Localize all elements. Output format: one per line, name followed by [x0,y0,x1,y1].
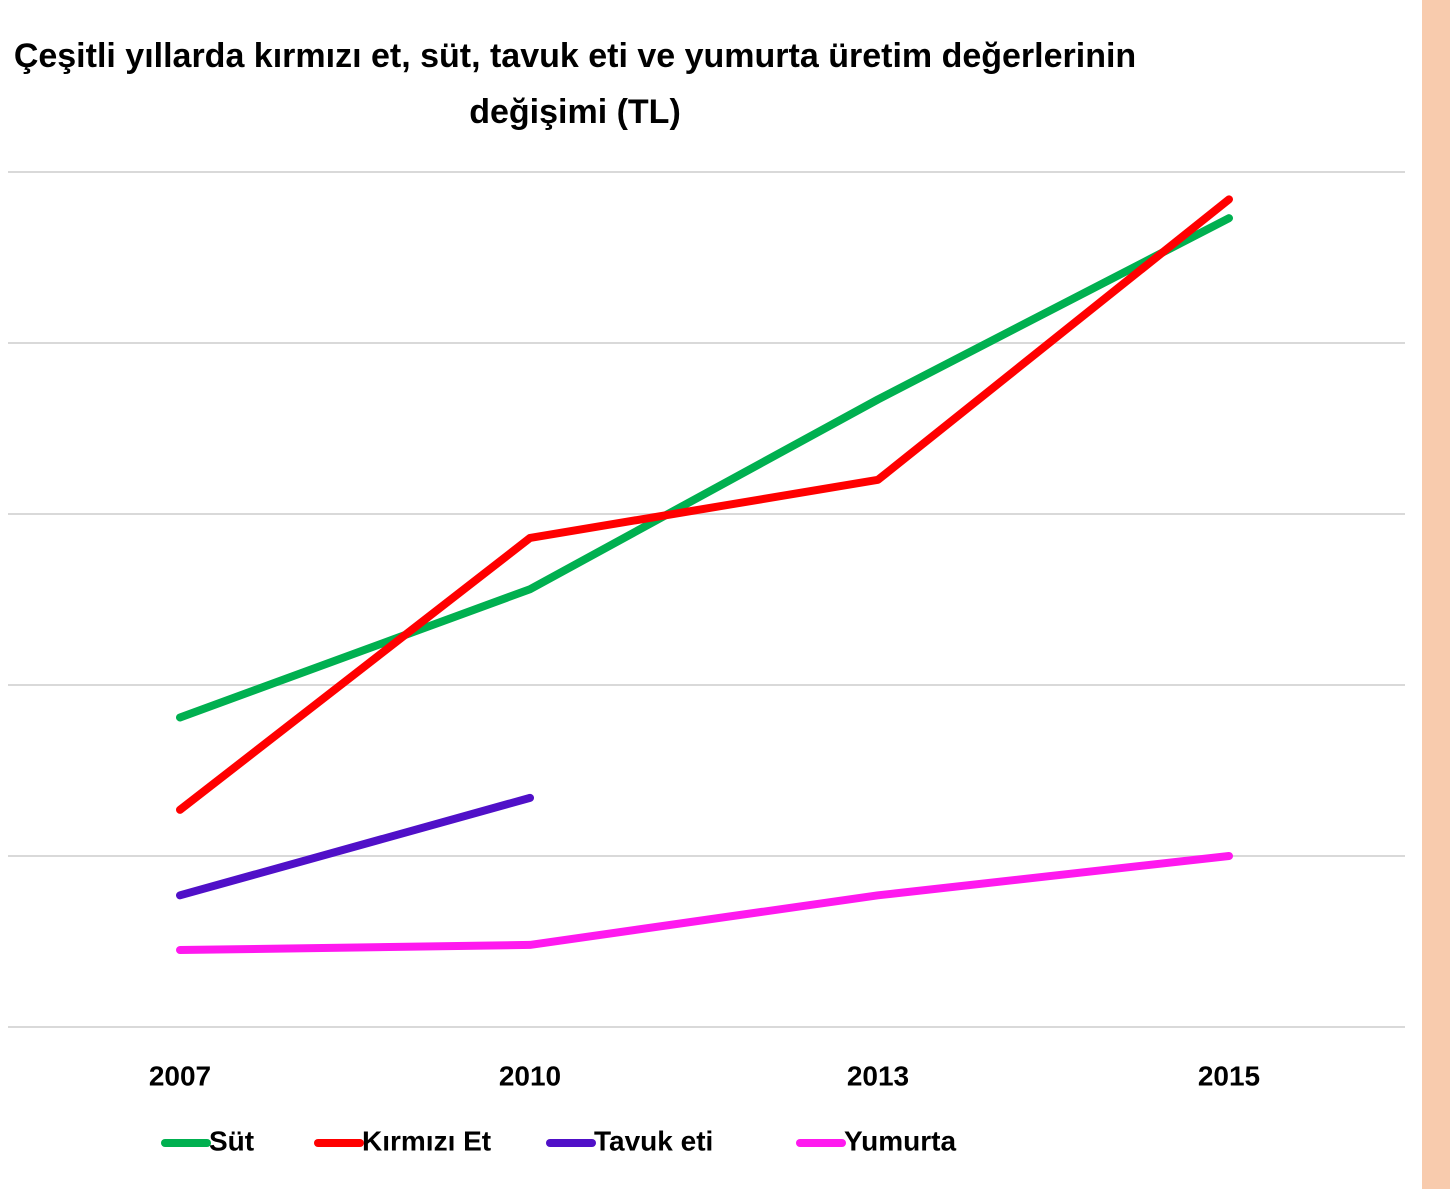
legend-label: Yumurta [844,1125,956,1156]
legend-label: Kırmızı Et [362,1125,491,1156]
series-line [176,793,534,900]
legend-label: Süt [209,1125,254,1156]
chart-title: Çeşitli yıllarda kırmızı et, süt, tavuk … [13,37,1137,131]
x-tick-label: 2010 [499,1060,561,1091]
x-tick-label: 2007 [149,1060,211,1091]
legend-label: Tavuk eti [594,1125,713,1156]
side-strip [1422,0,1450,1189]
chart: 2007 2010 2013 2015 Süt Kırmızı Et Tavuk eti Yu… [8,171,1405,1156]
series-line [176,214,1233,722]
series-line [176,195,1233,814]
x-tick-label: 2015 [1198,1060,1260,1091]
series-line [176,852,1233,955]
x-tick-label: 2013 [847,1060,909,1091]
